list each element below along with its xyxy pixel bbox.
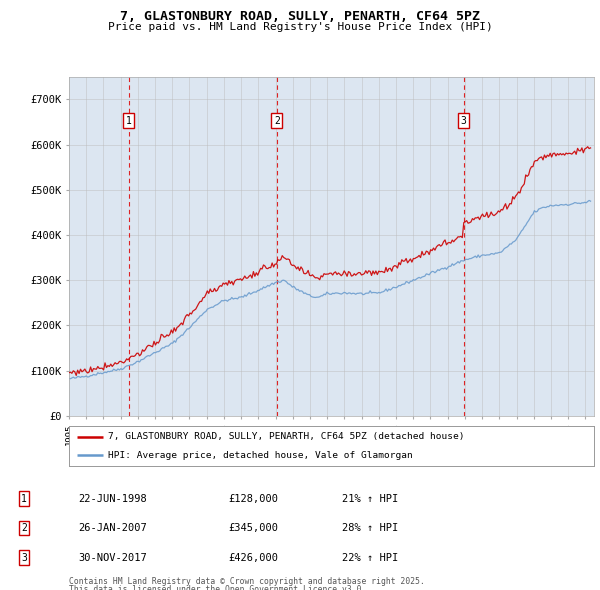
Text: 3: 3	[21, 553, 27, 562]
Text: 2: 2	[274, 116, 280, 126]
Text: 26-JAN-2007: 26-JAN-2007	[78, 523, 147, 533]
Text: This data is licensed under the Open Government Licence v3.0.: This data is licensed under the Open Gov…	[69, 585, 367, 590]
Text: 21% ↑ HPI: 21% ↑ HPI	[342, 494, 398, 503]
Text: Price paid vs. HM Land Registry's House Price Index (HPI): Price paid vs. HM Land Registry's House …	[107, 22, 493, 32]
Text: 2: 2	[21, 523, 27, 533]
Text: 1: 1	[21, 494, 27, 503]
Text: 28% ↑ HPI: 28% ↑ HPI	[342, 523, 398, 533]
Text: 1: 1	[126, 116, 131, 126]
Text: 7, GLASTONBURY ROAD, SULLY, PENARTH, CF64 5PZ (detached house): 7, GLASTONBURY ROAD, SULLY, PENARTH, CF6…	[109, 432, 465, 441]
Text: £128,000: £128,000	[228, 494, 278, 503]
Text: 30-NOV-2017: 30-NOV-2017	[78, 553, 147, 562]
Text: Contains HM Land Registry data © Crown copyright and database right 2025.: Contains HM Land Registry data © Crown c…	[69, 577, 425, 586]
Text: 3: 3	[461, 116, 466, 126]
Text: HPI: Average price, detached house, Vale of Glamorgan: HPI: Average price, detached house, Vale…	[109, 451, 413, 460]
Text: £345,000: £345,000	[228, 523, 278, 533]
Text: 22-JUN-1998: 22-JUN-1998	[78, 494, 147, 503]
Text: £426,000: £426,000	[228, 553, 278, 562]
Text: 7, GLASTONBURY ROAD, SULLY, PENARTH, CF64 5PZ: 7, GLASTONBURY ROAD, SULLY, PENARTH, CF6…	[120, 10, 480, 23]
Text: 22% ↑ HPI: 22% ↑ HPI	[342, 553, 398, 562]
